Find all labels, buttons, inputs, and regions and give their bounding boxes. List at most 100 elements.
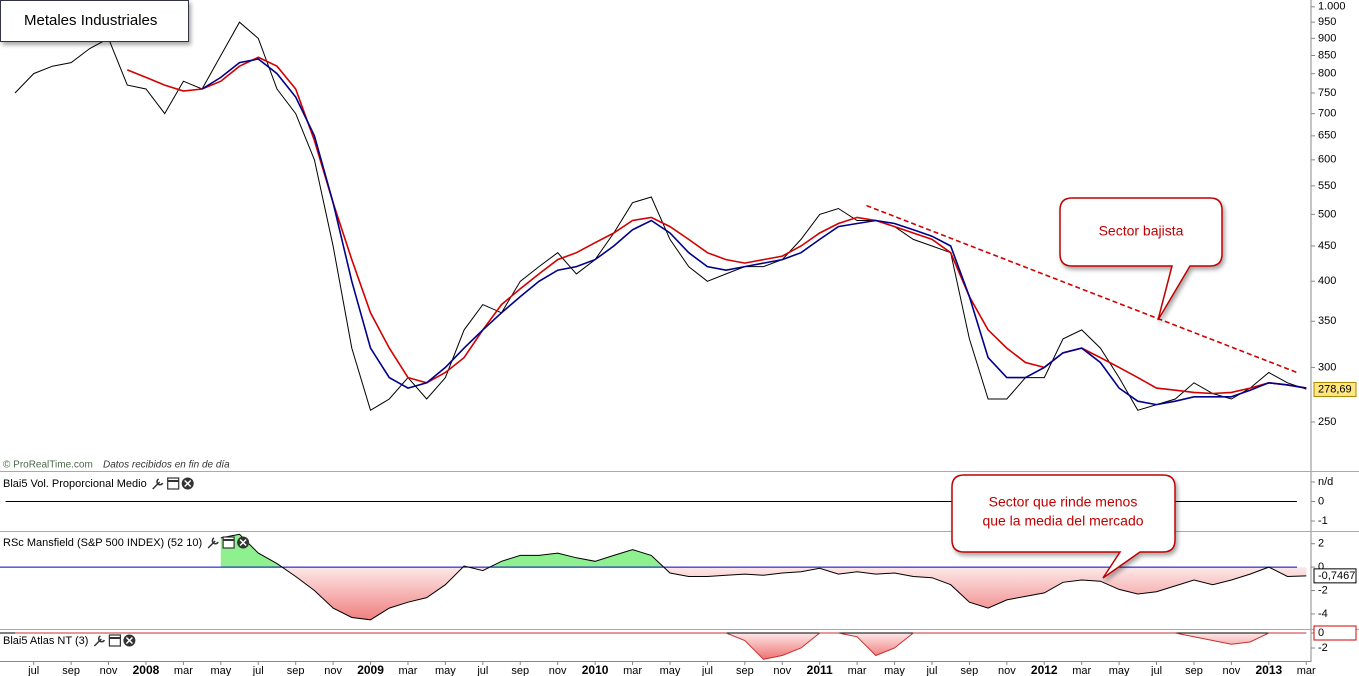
x-tick-label: nov — [1223, 665, 1241, 676]
x-tick-label: mar — [174, 665, 193, 676]
y-tick-label: -1 — [1318, 515, 1328, 527]
callout-shape — [1059, 197, 1223, 321]
title-frame — [0, 0, 189, 42]
y-tick-label: 400 — [1318, 275, 1336, 287]
icon-wrench — [207, 537, 219, 549]
series-line — [220, 533, 1307, 621]
last-value-label: 278,69 — [1318, 383, 1352, 395]
x-tick-label: nov — [100, 665, 118, 676]
last-value-box — [1313, 381, 1357, 397]
x-tick-label: jul — [701, 665, 713, 676]
area-fill — [15, 633, 1306, 659]
source: © ProRealTime.com — [3, 460, 93, 471]
panel — [0, 632, 1307, 660]
icon-wrench — [152, 478, 164, 490]
series-line — [15, 632, 1307, 660]
overlay: 250 300 350 400 450 500 550 600 650 700 750 800 850 9… — [3, 1, 1357, 676]
x-tick-label: 2013 — [1255, 663, 1282, 676]
x-tick-label: mar — [1072, 665, 1091, 676]
callout-text: Sector bajista — [1099, 223, 1184, 239]
y-tick-label: 950 — [1318, 16, 1336, 28]
x-tick-label: mar — [398, 665, 417, 676]
series-line — [201, 58, 1307, 406]
x-tick-label: jul — [476, 665, 488, 676]
icon-wrench — [93, 635, 106, 647]
x-tick-label: sep — [736, 665, 754, 676]
last-value-box — [1313, 625, 1357, 641]
y-tick-label: 600 — [1318, 154, 1336, 166]
icon-close-x — [184, 479, 192, 488]
x-tick-label: sep — [287, 665, 305, 676]
x-tick-label: sep — [62, 665, 80, 676]
y-tick-label: 2 — [1318, 538, 1324, 550]
x-tick-label: mar — [623, 665, 642, 676]
last-value-label: -0,7467 — [1318, 570, 1355, 582]
x-tick-label: jul — [252, 665, 264, 676]
last-value-box — [1313, 568, 1357, 584]
x-tick-label: may — [210, 665, 231, 676]
x-tick-label: sep — [511, 665, 529, 676]
x-tick-label: nov — [773, 665, 791, 676]
x-tick-label: mar — [848, 665, 867, 676]
y-tick-label: -2 — [1318, 584, 1328, 596]
y-tick-label: 1.000 — [1318, 1, 1346, 13]
x-tick-label: jul — [27, 665, 39, 676]
panel-title: Blai5 Atlas NT (3) — [3, 635, 88, 647]
icon-window — [108, 634, 121, 647]
y-tick-label: -4 — [1318, 608, 1328, 620]
x-tick-label: may — [435, 665, 456, 676]
callout-text: Sector que rinde menos — [989, 494, 1138, 510]
y-tick-label: 450 — [1318, 240, 1336, 252]
callout-shape — [951, 474, 1176, 579]
icon-window — [222, 536, 235, 549]
note: Datos recibidos en fin de día — [103, 460, 230, 471]
series-line — [14, 21, 1307, 412]
y-tick-label: -2 — [1318, 642, 1328, 654]
icon-close-x — [125, 636, 133, 645]
x-tick-label: jul — [925, 665, 937, 676]
y-tick-label: 350 — [1318, 315, 1336, 327]
y-tick-label: 300 — [1318, 361, 1336, 373]
x-tick-label: sep — [961, 665, 979, 676]
callout-text: que la media del mercado — [982, 513, 1143, 529]
x-tick-label: mar — [1297, 665, 1316, 676]
x-tick-label: 2010 — [582, 663, 609, 676]
title-box: Metales Industriales — [0, 0, 189, 42]
icon-close-x — [239, 538, 247, 547]
x-tick-label: may — [884, 665, 905, 676]
panel-title: Blai5 Vol. Proporcional Medio — [3, 478, 147, 490]
panel — [14, 21, 1307, 412]
panel-title: RSc Mansfield (S&P 500 INDEX) (52 10) — [3, 537, 202, 549]
y-tick-label: 250 — [1318, 416, 1336, 428]
x-tick-label: may — [660, 665, 681, 676]
x-tick-label: nov — [998, 665, 1016, 676]
icon-window — [167, 477, 180, 490]
x-tick-label: 2011 — [807, 663, 833, 676]
y-tick-label: 650 — [1318, 130, 1336, 142]
x-tick-label: 2009 — [357, 663, 384, 676]
x-tick-label: sep — [1185, 665, 1203, 676]
area-fill — [15, 633, 1307, 660]
area-fill — [220, 567, 1307, 620]
x-tick-label: jul — [1150, 665, 1162, 676]
y-tick-label: 900 — [1318, 32, 1336, 44]
y-tick-label: 500 — [1318, 208, 1336, 220]
y-tick-label: n/d — [1318, 476, 1333, 488]
callout: Sector que rinde menos que la media del … — [951, 474, 1176, 579]
chart-title: Metales Industriales — [24, 12, 157, 29]
x-tick-label: nov — [549, 665, 567, 676]
plot-area — [0, 21, 1307, 660]
y-tick-label: 850 — [1318, 49, 1336, 61]
x-tick-label: 2008 — [133, 663, 160, 676]
panel — [0, 533, 1307, 621]
x-tick-label: nov — [324, 665, 342, 676]
x-tick-label: 2012 — [1031, 663, 1058, 676]
x-tick-label: may — [1109, 665, 1130, 676]
y-tick-label: 800 — [1318, 68, 1336, 80]
y-tick-label: 550 — [1318, 180, 1336, 192]
y-tick-label: 700 — [1318, 108, 1336, 120]
callout: Sector bajista — [1059, 197, 1223, 321]
y-tick-label: 0 — [1318, 561, 1324, 573]
y-tick-label: 750 — [1318, 87, 1336, 99]
